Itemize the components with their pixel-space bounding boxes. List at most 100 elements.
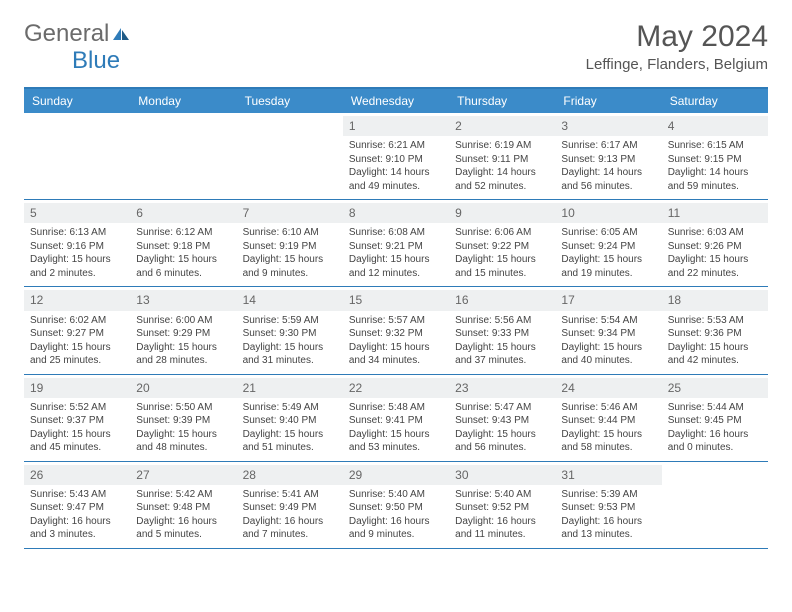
sunset-text: Sunset: 9:50 PM [349, 501, 443, 515]
daylight-text: Daylight: 14 hours and 49 minutes. [349, 166, 443, 193]
daylight-text: Daylight: 15 hours and 25 minutes. [30, 341, 124, 368]
sunrise-text: Sunrise: 5:54 AM [561, 314, 655, 328]
sunrise-text: Sunrise: 6:13 AM [30, 226, 124, 240]
day-number [662, 465, 768, 483]
daylight-text: Daylight: 14 hours and 52 minutes. [455, 166, 549, 193]
calendar-week: 5Sunrise: 6:13 AMSunset: 9:16 PMDaylight… [24, 200, 768, 287]
day-number: 6 [130, 203, 236, 223]
sunrise-text: Sunrise: 5:43 AM [30, 488, 124, 502]
calendar-cell: 6 Sunrise: 6:12 AMSunset: 9:18 PMDaylight… [130, 200, 236, 286]
calendar-cell [662, 462, 768, 548]
sunrise-text: Sunrise: 6:17 AM [561, 139, 655, 153]
daylight-text: Daylight: 16 hours and 5 minutes. [136, 515, 230, 542]
sunset-text: Sunset: 9:16 PM [30, 240, 124, 254]
day-number [237, 116, 343, 134]
day-header-cell: Wednesday [343, 89, 449, 113]
sunrise-text: Sunrise: 6:21 AM [349, 139, 443, 153]
daylight-text: Daylight: 16 hours and 0 minutes. [668, 428, 762, 455]
sunset-text: Sunset: 9:24 PM [561, 240, 655, 254]
sunrise-text: Sunrise: 6:08 AM [349, 226, 443, 240]
daylight-text: Daylight: 16 hours and 3 minutes. [30, 515, 124, 542]
logo: General [24, 20, 133, 48]
calendar-cell: 21Sunrise: 5:49 AMSunset: 9:40 PMDayligh… [237, 375, 343, 461]
sunset-text: Sunset: 9:41 PM [349, 414, 443, 428]
daylight-text: Daylight: 15 hours and 58 minutes. [561, 428, 655, 455]
day-number: 1 [343, 116, 449, 136]
day-header-cell: Sunday [24, 89, 130, 113]
daylight-text: Daylight: 15 hours and 6 minutes. [136, 253, 230, 280]
calendar-cell: 2Sunrise: 6:19 AMSunset: 9:11 PMDaylight… [449, 113, 555, 199]
logo-sail-icon [111, 26, 131, 42]
calendar-cell: 5Sunrise: 6:13 AMSunset: 9:16 PMDaylight… [24, 200, 130, 286]
calendar-week: 1Sunrise: 6:21 AMSunset: 9:10 PMDaylight… [24, 113, 768, 200]
calendar-cell: 9 Sunrise: 6:06 AMSunset: 9:22 PMDaylight… [449, 200, 555, 286]
calendar-cell: 28Sunrise: 5:41 AMSunset: 9:49 PMDayligh… [237, 462, 343, 548]
sunrise-text: Sunrise: 6:12 AM [136, 226, 230, 240]
calendar-week: 12Sunrise: 6:02 AMSunset: 9:27 PMDayligh… [24, 287, 768, 374]
sunset-text: Sunset: 9:44 PM [561, 414, 655, 428]
sunrise-text: Sunrise: 6:06 AM [455, 226, 549, 240]
day-number: 15 [343, 290, 449, 310]
daylight-text: Daylight: 15 hours and 31 minutes. [243, 341, 337, 368]
sunset-text: Sunset: 9:52 PM [455, 501, 549, 515]
day-number: 10 [555, 203, 661, 223]
sunset-text: Sunset: 9:34 PM [561, 327, 655, 341]
sunset-text: Sunset: 9:22 PM [455, 240, 549, 254]
daylight-text: Daylight: 15 hours and 19 minutes. [561, 253, 655, 280]
calendar: SundayMondayTuesdayWednesdayThursdayFrid… [24, 87, 768, 549]
calendar-cell: 7Sunrise: 6:10 AMSunset: 9:19 PMDaylight… [237, 200, 343, 286]
sunrise-text: Sunrise: 6:15 AM [668, 139, 762, 153]
sunrise-text: Sunrise: 5:56 AM [455, 314, 549, 328]
day-header-cell: Friday [555, 89, 661, 113]
day-number: 9 [449, 203, 555, 223]
sunrise-text: Sunrise: 6:05 AM [561, 226, 655, 240]
daylight-text: Daylight: 16 hours and 13 minutes. [561, 515, 655, 542]
sunrise-text: Sunrise: 5:47 AM [455, 401, 549, 415]
daylight-text: Daylight: 16 hours and 9 minutes. [349, 515, 443, 542]
calendar-cell: 16Sunrise: 5:56 AMSunset: 9:33 PMDayligh… [449, 287, 555, 373]
calendar-cell: 27Sunrise: 5:42 AMSunset: 9:48 PMDayligh… [130, 462, 236, 548]
sunset-text: Sunset: 9:21 PM [349, 240, 443, 254]
sunrise-text: Sunrise: 5:57 AM [349, 314, 443, 328]
sunrise-text: Sunrise: 6:03 AM [668, 226, 762, 240]
daylight-text: Daylight: 15 hours and 15 minutes. [455, 253, 549, 280]
sunrise-text: Sunrise: 5:49 AM [243, 401, 337, 415]
calendar-cell [130, 113, 236, 199]
calendar-cell: 13Sunrise: 6:00 AMSunset: 9:29 PMDayligh… [130, 287, 236, 373]
daylight-text: Daylight: 15 hours and 12 minutes. [349, 253, 443, 280]
day-number: 19 [24, 378, 130, 398]
calendar-week: 19Sunrise: 5:52 AMSunset: 9:37 PMDayligh… [24, 375, 768, 462]
day-number: 22 [343, 378, 449, 398]
sunset-text: Sunset: 9:15 PM [668, 153, 762, 167]
calendar-cell: 30Sunrise: 5:40 AMSunset: 9:52 PMDayligh… [449, 462, 555, 548]
sunrise-text: Sunrise: 5:42 AM [136, 488, 230, 502]
sunset-text: Sunset: 9:29 PM [136, 327, 230, 341]
sunrise-text: Sunrise: 6:19 AM [455, 139, 549, 153]
sunrise-text: Sunrise: 5:59 AM [243, 314, 337, 328]
calendar-cell: 29Sunrise: 5:40 AMSunset: 9:50 PMDayligh… [343, 462, 449, 548]
sunset-text: Sunset: 9:18 PM [136, 240, 230, 254]
calendar-cell: 23 Sunrise: 5:47 AMSunset: 9:43 PMDayligh… [449, 375, 555, 461]
daylight-text: Daylight: 15 hours and 42 minutes. [668, 341, 762, 368]
daylight-text: Daylight: 15 hours and 2 minutes. [30, 253, 124, 280]
sunset-text: Sunset: 9:43 PM [455, 414, 549, 428]
sunset-text: Sunset: 9:30 PM [243, 327, 337, 341]
sunrise-text: Sunrise: 6:02 AM [30, 314, 124, 328]
day-number: 25 [662, 378, 768, 398]
day-header-cell: Monday [130, 89, 236, 113]
calendar-cell: 8Sunrise: 6:08 AMSunset: 9:21 PMDaylight… [343, 200, 449, 286]
calendar-cell: 31Sunrise: 5:39 AMSunset: 9:53 PMDayligh… [555, 462, 661, 548]
sunrise-text: Sunrise: 6:10 AM [243, 226, 337, 240]
daylight-text: Daylight: 15 hours and 56 minutes. [455, 428, 549, 455]
day-number: 23 [449, 378, 555, 398]
day-header-cell: Thursday [449, 89, 555, 113]
sunrise-text: Sunrise: 5:46 AM [561, 401, 655, 415]
calendar-cell: 24 Sunrise: 5:46 AMSunset: 9:44 PMDayligh… [555, 375, 661, 461]
day-number: 13 [130, 290, 236, 310]
sunset-text: Sunset: 9:40 PM [243, 414, 337, 428]
sunset-text: Sunset: 9:48 PM [136, 501, 230, 515]
calendar-cell: 11Sunrise: 6:03 AMSunset: 9:26 PMDayligh… [662, 200, 768, 286]
day-number: 24 [555, 378, 661, 398]
daylight-text: Daylight: 16 hours and 7 minutes. [243, 515, 337, 542]
calendar-cell: 12Sunrise: 6:02 AMSunset: 9:27 PMDayligh… [24, 287, 130, 373]
